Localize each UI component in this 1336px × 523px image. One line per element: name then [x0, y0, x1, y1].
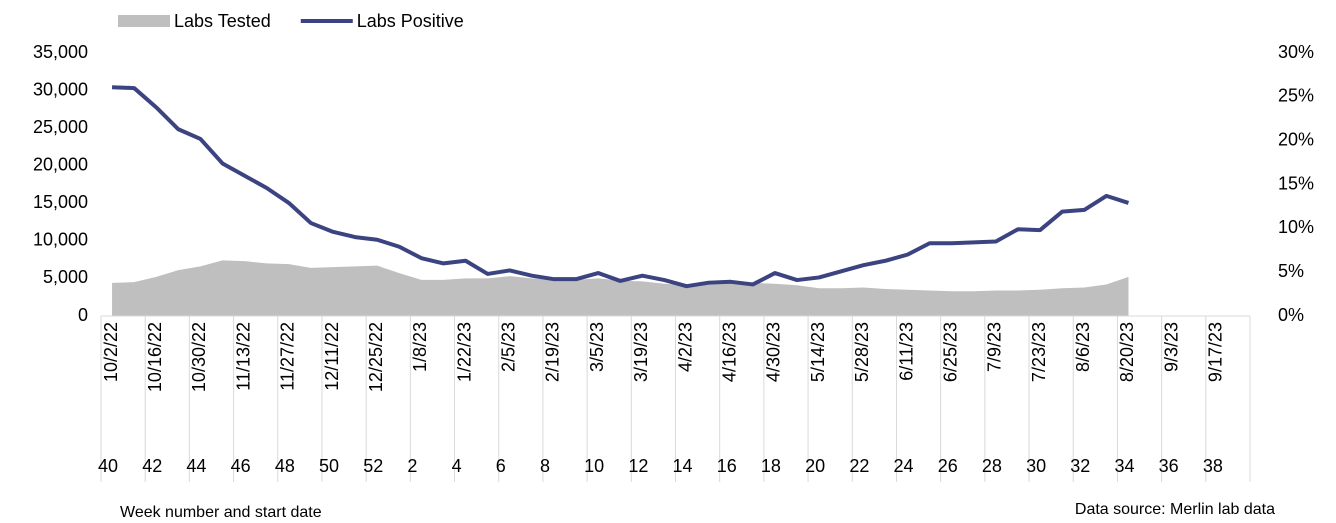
x-tick-label: 2/19/23	[543, 322, 563, 382]
x-axis-label: Week number and start date	[120, 504, 322, 521]
week-number-label: 40	[98, 456, 118, 476]
x-tick-label: 9/3/23	[1161, 322, 1181, 372]
x-tick-label: 11/27/22	[278, 322, 298, 391]
week-number-label: 42	[142, 456, 162, 476]
week-number-label: 48	[275, 456, 295, 476]
x-tick-label: 4/16/23	[719, 322, 739, 382]
week-number-label: 4	[452, 456, 462, 476]
week-number-label: 28	[982, 456, 1002, 476]
x-tick-label: 12/25/22	[366, 322, 386, 392]
legend-swatch	[118, 15, 170, 27]
y2-tick-label: 0%	[1278, 305, 1304, 325]
week-number-label: 16	[717, 456, 737, 476]
y2-tick-label: 20%	[1278, 129, 1314, 149]
x-tick-label: 3/19/23	[631, 322, 651, 382]
y-tick-label: 30,000	[33, 79, 88, 99]
x-tick-label: 3/5/23	[587, 322, 607, 372]
x-tick-label: 4/2/23	[675, 322, 695, 372]
y2-tick-label: 30%	[1278, 42, 1314, 62]
x-tick-label: 6/25/23	[940, 322, 960, 382]
week-number-label: 44	[186, 456, 206, 476]
week-number-label: 12	[628, 456, 648, 476]
week-number-label: 10	[584, 456, 604, 476]
week-number-label: 14	[673, 456, 693, 476]
x-tick-label: 7/9/23	[985, 322, 1005, 372]
x-tick-label: 10/16/22	[145, 322, 165, 392]
source-note: Data source: Merlin lab data	[1075, 501, 1275, 518]
x-tick-label: 2/5/23	[499, 322, 519, 372]
week-number-label: 34	[1114, 456, 1134, 476]
week-number-label: 30	[1026, 456, 1046, 476]
x-tick-label: 4/30/23	[764, 322, 784, 382]
x-tick-label: 8/20/23	[1117, 322, 1137, 382]
area	[112, 260, 1129, 316]
x-tick-label: 10/2/22	[101, 322, 121, 382]
week-number-label: 36	[1159, 456, 1179, 476]
x-tick-label: 11/13/22	[233, 322, 253, 391]
x-tick-label: 7/23/23	[1029, 322, 1049, 382]
x-tick-label: 5/28/23	[852, 322, 872, 382]
week-number-label: 24	[894, 456, 914, 476]
x-tick-label: 9/17/23	[1206, 322, 1226, 382]
legend-label: Labs Tested	[174, 11, 271, 31]
week-number-label: 38	[1203, 456, 1223, 476]
week-number-label: 50	[319, 456, 339, 476]
y-tick-label: 5,000	[43, 267, 88, 287]
x-tick-label: 8/6/23	[1073, 322, 1093, 372]
y-tick-label: 15,000	[33, 192, 88, 212]
week-number-label: 18	[761, 456, 781, 476]
y-tick-label: 0	[78, 305, 88, 325]
y-tick-label: 25,000	[33, 117, 88, 137]
x-tick-label: 5/14/23	[808, 322, 828, 382]
week-number-label: 22	[849, 456, 869, 476]
legend-label: Labs Positive	[357, 11, 464, 31]
x-tick-label: 12/11/22	[322, 322, 342, 391]
y2-tick-label: 10%	[1278, 217, 1314, 237]
y-tick-label: 35,000	[33, 42, 88, 62]
y2-tick-label: 15%	[1278, 173, 1314, 193]
line	[111, 85, 1130, 289]
x-tick-label: 1/22/23	[454, 322, 474, 382]
week-number-label: 6	[496, 456, 506, 476]
x-tick-label: 10/30/22	[189, 322, 209, 392]
week-number-label: 46	[231, 456, 251, 476]
y2-tick-label: 25%	[1278, 86, 1314, 106]
week-number-label: 26	[938, 456, 958, 476]
week-number-label: 20	[805, 456, 825, 476]
y-tick-label: 10,000	[33, 230, 88, 250]
y2-tick-label: 5%	[1278, 261, 1304, 281]
y-tick-label: 20,000	[33, 154, 88, 174]
week-number-label: 8	[540, 456, 550, 476]
week-number-label: 32	[1070, 456, 1090, 476]
x-tick-label: 6/11/23	[896, 322, 916, 381]
x-tick-label: 1/8/23	[410, 322, 430, 372]
week-number-label: 2	[407, 456, 417, 476]
week-number-label: 52	[363, 456, 383, 476]
